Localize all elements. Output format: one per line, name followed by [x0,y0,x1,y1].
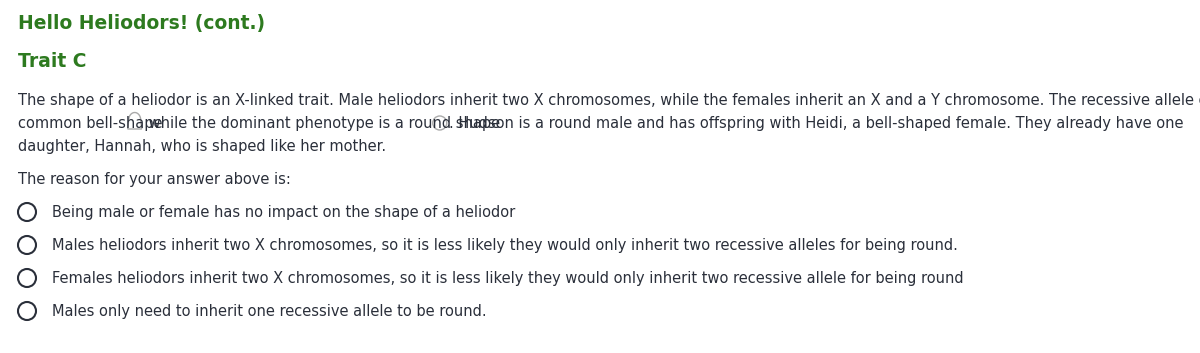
Text: The reason for your answer above is:: The reason for your answer above is: [18,172,290,187]
Text: Hello Heliodors! (cont.): Hello Heliodors! (cont.) [18,14,265,33]
Text: common bell-shape: common bell-shape [18,116,167,131]
Text: Trait C: Trait C [18,52,86,71]
Text: Males heliodors inherit two X chromosomes, so it is less likely they would only : Males heliodors inherit two X chromosome… [52,238,958,253]
Text: . Hudson is a round male and has offspring with Heidi, a bell-shaped female. The: . Hudson is a round male and has offspri… [449,116,1183,131]
Text: Males only need to inherit one recessive allele to be round.: Males only need to inherit one recessive… [52,304,487,319]
Text: Being male or female has no impact on the shape of a heliodor: Being male or female has no impact on th… [52,205,515,220]
Text: while the dominant phenotype is a round shape: while the dominant phenotype is a round … [144,116,504,131]
Text: daughter, Hannah, who is shaped like her mother.: daughter, Hannah, who is shaped like her… [18,139,386,154]
Text: Females heliodors inherit two X chromosomes, so it is less likely they would onl: Females heliodors inherit two X chromoso… [52,271,964,286]
Text: The shape of a heliodor is an X-linked trait. Male heliodors inherit two X chrom: The shape of a heliodor is an X-linked t… [18,93,1200,108]
